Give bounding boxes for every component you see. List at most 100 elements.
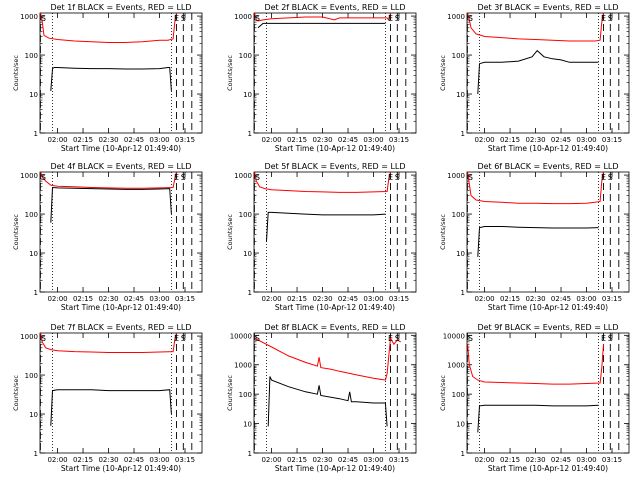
interval-marker-label: E <box>388 14 393 23</box>
y-tick-label: 1 <box>34 450 38 458</box>
x-tick-label: 03:15 <box>389 136 409 144</box>
chart-panel-5: Det 5f BLACK = Events, RED = LLD 1 10 100 10… <box>226 162 417 312</box>
x-tick-label: 02:30 <box>312 136 332 144</box>
plot-frame <box>253 12 417 134</box>
x-axis-label: Start Time (10-Apr-12 01:49:40) <box>275 464 395 473</box>
interval-marker-label: S <box>608 14 613 23</box>
x-tick-label: 03:00 <box>363 136 383 144</box>
y-axis-label: Counts/sec <box>439 214 447 250</box>
interval-marker-label: S <box>255 14 260 23</box>
x-axis-label: Start Time (10-Apr-12 01:49:40) <box>61 303 181 312</box>
x-tick-label: 02:45 <box>338 295 358 303</box>
x-axis-label: Start Time (10-Apr-12 01:49:40) <box>61 464 181 473</box>
y-tick-label: 1 <box>461 289 465 297</box>
x-tick-label: 03:00 <box>576 456 596 464</box>
y-tick-label: 1000 <box>20 172 38 180</box>
x-tick-label: 03:00 <box>363 456 383 464</box>
x-tick-label: 02:45 <box>551 136 571 144</box>
chart-title: Det 5f BLACK = Events, RED = LLD <box>264 162 405 171</box>
x-tick-label: 02:15 <box>500 136 520 144</box>
y-axis-label: Counts/sec <box>12 55 20 91</box>
y-axis-label: Counts/sec <box>226 375 234 411</box>
x-tick-label: 02:00 <box>47 136 67 144</box>
y-axis-label: Counts/sec <box>12 214 20 250</box>
interval-marker-label: S <box>395 14 400 23</box>
y-tick-label: 1000 <box>447 13 465 21</box>
x-tick-label: 02:45 <box>338 456 358 464</box>
chart-panel-1: Det 1f BLACK = Events, RED = LLD 1 10 100 10… <box>12 3 203 153</box>
chart-title: Det 6f BLACK = Events, RED = LLD <box>477 162 618 171</box>
interval-marker-label: S <box>181 334 186 343</box>
x-tick-label: 03:15 <box>175 136 195 144</box>
plot-frame <box>466 171 630 293</box>
x-tick-label: 03:00 <box>363 295 383 303</box>
y-tick-label: 100 <box>25 52 38 60</box>
interval-marker-label: E <box>174 173 179 182</box>
x-tick-label: 03:15 <box>389 456 409 464</box>
series-line-events <box>477 49 599 95</box>
series-line-lld <box>467 171 604 205</box>
x-tick-label: 02:15 <box>287 295 307 303</box>
x-tick-label: 02:30 <box>525 456 545 464</box>
x-tick-label: 02:00 <box>261 136 281 144</box>
chart-title: Det 9f BLACK = Events, RED = LLD <box>477 323 618 332</box>
series-line-lld <box>254 336 401 381</box>
x-axis-label: Start Time (10-Apr-12 01:49:40) <box>488 464 608 473</box>
y-tick-label: 100 <box>452 52 465 60</box>
x-tick-label: 03:15 <box>175 295 195 303</box>
series-line-events <box>257 22 386 29</box>
x-tick-label: 02:15 <box>73 295 93 303</box>
interval-marker-label: S <box>255 173 260 182</box>
interval-marker-label: S <box>181 173 186 182</box>
x-tick-label: 02:30 <box>98 456 118 464</box>
x-tick-label: 02:45 <box>124 136 144 144</box>
interval-marker-label: S <box>395 173 400 182</box>
y-axis-label: Counts/sec <box>12 375 20 411</box>
y-tick-label: 10000 <box>230 332 252 340</box>
y-tick-label: 10 <box>243 421 252 429</box>
y-tick-label: 10 <box>29 91 38 99</box>
x-tick-label: 02:45 <box>124 456 144 464</box>
y-tick-label: 1000 <box>20 13 38 21</box>
chart-panel-8: Det 8f BLACK = Events, RED = LLD 1 10 100 10… <box>226 323 417 473</box>
x-tick-label: 02:00 <box>474 456 494 464</box>
series-line-events <box>477 226 599 257</box>
x-tick-label: 02:00 <box>261 295 281 303</box>
x-tick-label: 02:15 <box>287 456 307 464</box>
series-line-lld <box>467 344 604 385</box>
chart-panel-6: Det 6f BLACK = Events, RED = LLD 1 10 100 10… <box>439 162 630 312</box>
y-tick-label: 1 <box>461 450 465 458</box>
y-tick-label: 1 <box>34 130 38 138</box>
interval-marker-label: S <box>41 334 46 343</box>
y-tick-label: 100 <box>239 52 252 60</box>
series-line-lld <box>40 171 177 189</box>
x-tick-label: 03:15 <box>602 456 622 464</box>
y-tick-label: 10000 <box>443 332 465 340</box>
y-tick-label: 1000 <box>447 362 465 370</box>
x-tick-label: 02:30 <box>525 136 545 144</box>
x-axis-label: Start Time (10-Apr-12 01:49:40) <box>275 303 395 312</box>
x-axis-label: Start Time (10-Apr-12 01:49:40) <box>275 144 395 153</box>
series-line-events <box>50 186 172 223</box>
y-axis-label: Counts/sec <box>226 55 234 91</box>
chart-title: Det 4f BLACK = Events, RED = LLD <box>50 162 191 171</box>
series-line-lld <box>467 12 604 42</box>
x-tick-label: 03:15 <box>389 295 409 303</box>
interval-marker-label: S <box>255 334 260 343</box>
interval-marker-label: E <box>174 334 179 343</box>
plot-frame <box>466 12 630 134</box>
interval-marker-label: S <box>41 173 46 182</box>
y-tick-label: 100 <box>25 372 38 380</box>
chart-panel-3: Det 3f BLACK = Events, RED = LLD 1 10 100 10… <box>439 3 630 153</box>
y-tick-label: 10 <box>456 91 465 99</box>
y-tick-label: 100 <box>239 211 252 219</box>
x-tick-label: 03:00 <box>149 456 169 464</box>
y-tick-label: 10 <box>456 250 465 258</box>
x-tick-label: 02:15 <box>287 136 307 144</box>
series-line-lld <box>254 171 391 193</box>
interval-marker-label: E <box>174 14 179 23</box>
x-tick-label: 02:45 <box>551 295 571 303</box>
y-axis-label: Counts/sec <box>226 214 234 250</box>
plot-frame <box>39 12 203 134</box>
interval-marker-label: E <box>388 173 393 182</box>
